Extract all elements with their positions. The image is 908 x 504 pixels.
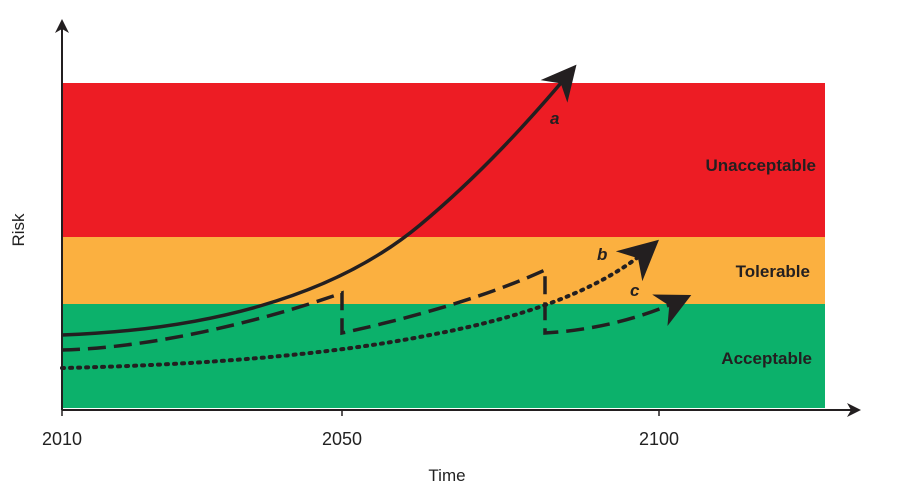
unacceptable-zone — [62, 83, 825, 237]
curve-c — [61, 267, 692, 352]
tolerable-zone — [62, 237, 825, 304]
curve-a — [61, 64, 577, 337]
curve-c-label: c — [630, 281, 640, 300]
x-tick-label-2100: 2100 — [639, 429, 679, 449]
y-axis-title: Risk — [9, 213, 28, 247]
curve-b-label: b — [597, 245, 607, 264]
curve-b — [60, 239, 659, 370]
curve-a-label: a — [550, 109, 559, 128]
x-tick-label-2050: 2050 — [322, 429, 362, 449]
x-tick-label-2010: 2010 — [42, 429, 82, 449]
x-axis-title: Time — [428, 466, 465, 485]
acceptable-zone — [62, 304, 825, 408]
tolerable-label: Tolerable — [736, 262, 810, 281]
acceptable-label: Acceptable — [721, 349, 812, 368]
unacceptable-label: Unacceptable — [705, 156, 816, 175]
